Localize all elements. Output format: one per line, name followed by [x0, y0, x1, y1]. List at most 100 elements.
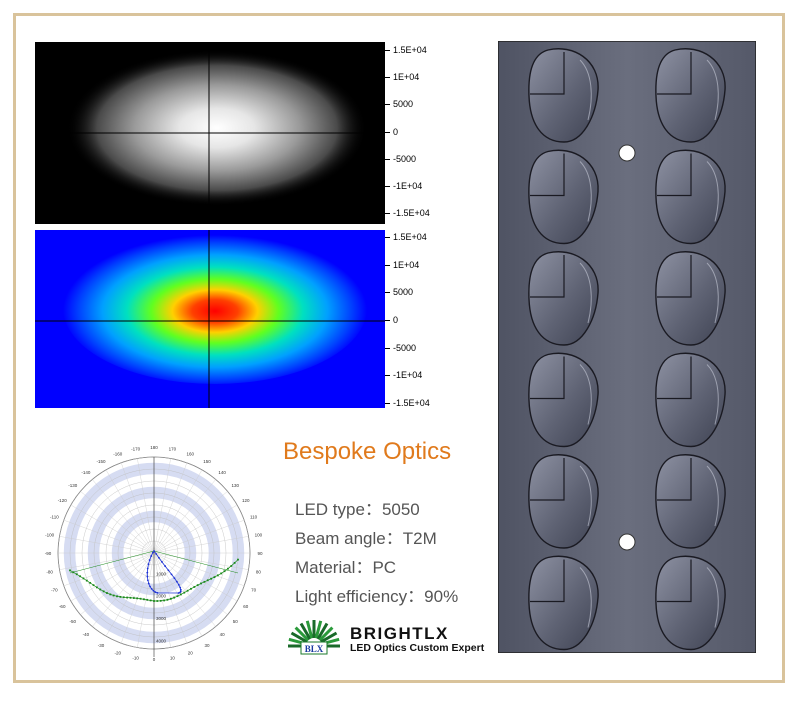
polar-green-point	[159, 599, 162, 602]
polar-spoke	[63, 552, 155, 587]
polar-green-point	[173, 596, 176, 599]
lens-facet-line	[530, 356, 565, 400]
logo-mark-text: BLX	[305, 644, 324, 654]
spec-value: T2M	[402, 529, 437, 548]
polar-green-point	[146, 598, 149, 601]
polar-green-point	[112, 594, 115, 597]
polar-angle-label: 180	[150, 445, 158, 450]
polar-spoke	[92, 552, 155, 627]
polar-spoke	[63, 519, 155, 554]
gray-map-tick-mark	[385, 104, 390, 106]
logo-ray	[294, 626, 310, 642]
color-map-tick-label: 1.5E+04	[393, 232, 427, 242]
polar-green-point	[106, 592, 108, 594]
polar-angle-label: 80	[256, 569, 262, 574]
lens-highlight	[579, 59, 592, 121]
polar-candela-plot: -170 180 170 -160 160 -150 150 -140 140 -130 130 -1…	[36, 435, 272, 671]
polar-spoke	[137, 458, 155, 554]
polar-angle-label: -90	[45, 551, 52, 556]
polar-blue-point	[146, 571, 149, 574]
polar-blue-point	[175, 580, 178, 583]
color-map-tick-label: 0	[393, 315, 399, 325]
gray-map-tick-label: -1E+04	[393, 180, 423, 191]
polar-green-point	[102, 590, 105, 593]
polar-angle-label: -10	[132, 655, 139, 660]
polar-blue-point	[149, 585, 151, 588]
polar-spoke	[153, 462, 188, 554]
polar-blue-point	[152, 589, 155, 592]
polar-green-point	[89, 581, 92, 584]
color-map-tick-label: -1.5E+04	[393, 398, 430, 408]
polar-angle-label: -160	[113, 451, 123, 456]
polar-angle-label: 160	[186, 451, 194, 456]
polar-green-point	[109, 593, 112, 596]
lens-facet-line	[530, 153, 565, 197]
lens-facet-line	[530, 52, 565, 95]
polar-blue-point	[177, 583, 180, 586]
gray-map-tick-mark	[385, 185, 390, 187]
polar-spoke	[80, 552, 155, 615]
polar-blue-point	[179, 591, 181, 594]
polar-angle-label: 150	[203, 459, 211, 464]
lens-cell	[655, 251, 726, 346]
lens-facet-line	[657, 356, 692, 400]
polar-blue-point	[157, 556, 160, 559]
polar-green-point	[183, 591, 186, 594]
polar-green-point	[166, 598, 169, 601]
polar-blue-point	[179, 588, 182, 591]
polar-angle-label: -110	[50, 515, 59, 520]
polar-green-point	[116, 595, 118, 598]
color-map-tick-mark	[385, 375, 390, 377]
gray-map-tick-label: 0	[393, 126, 399, 137]
spec-light-efficiency: Light efficiency：90%	[295, 582, 458, 607]
polar-blue-point	[156, 591, 159, 594]
polar-radial-label: 2000	[156, 594, 167, 599]
lens-cell	[655, 149, 726, 245]
polar-angle-label: 50	[233, 619, 239, 624]
lens-facet-line	[657, 255, 692, 298]
polar-blue-point	[150, 555, 153, 557]
spec-value: PC	[372, 558, 397, 577]
polar-spoke	[153, 504, 238, 554]
polar-blue-point	[147, 563, 150, 566]
polar-green-point	[156, 600, 159, 602]
spec-value: 90%	[424, 587, 459, 606]
polar-green-point	[129, 596, 132, 599]
lens-highlight	[579, 567, 592, 628]
polar-green-point	[176, 595, 179, 598]
gray-map-tick-label: 5000	[393, 99, 414, 110]
polar-blue-point	[179, 586, 182, 589]
lens-facet-line	[657, 52, 692, 95]
polar-angle-label: 10	[170, 655, 176, 660]
polar-spoke	[92, 479, 155, 554]
polar-green-point	[149, 599, 152, 602]
lens-cell	[528, 48, 599, 143]
polar-angle-label: -50	[70, 619, 77, 624]
polar-angle-label: 110	[250, 515, 258, 520]
color-map-tick-mark	[385, 320, 390, 321]
polar-green-point	[143, 598, 145, 601]
polar-angle-label: 140	[218, 470, 226, 475]
polar-green-point	[139, 597, 142, 600]
spec-value: 5050	[381, 500, 420, 519]
gray-map-tick-mark	[385, 77, 390, 79]
polar-spoke	[70, 552, 155, 602]
polar-green-point	[92, 584, 95, 587]
polar-green-point	[227, 567, 229, 570]
polar-green-point	[186, 589, 189, 592]
polar-blue-point	[170, 573, 173, 576]
polar-spoke	[153, 479, 216, 554]
polar-blue-point	[155, 553, 158, 555]
polar-green-point	[136, 597, 139, 600]
gray-map-tick-mark	[385, 50, 390, 51]
polar-angle-label: -140	[81, 470, 91, 475]
gray-map-tick-label: 1.5E+04	[393, 45, 427, 55]
polar-green-point	[179, 593, 182, 596]
logo-ray	[320, 631, 338, 644]
color-map-tick-label: 1E+04	[393, 259, 420, 270]
polar-spoke	[153, 552, 171, 648]
gray-map-tick-mark	[385, 213, 390, 214]
spec-material: Material：PC	[295, 553, 396, 578]
lens-cell	[528, 352, 599, 448]
polar-angle-label: 120	[242, 498, 250, 503]
